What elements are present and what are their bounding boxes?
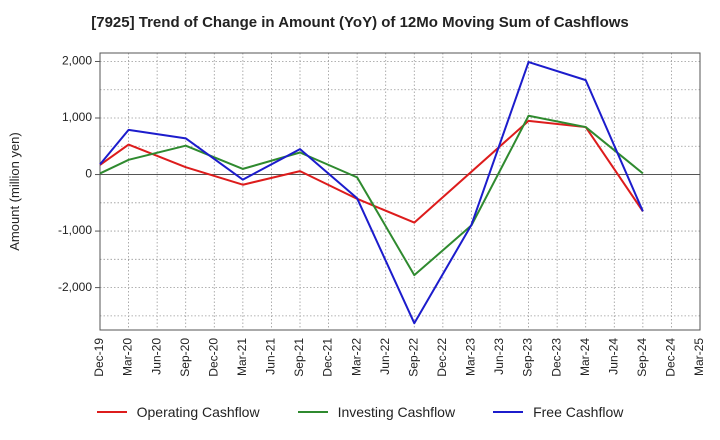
x-tick-label: Sep-24 [635,338,649,377]
x-tick-label: Dec-23 [549,338,563,377]
legend-swatch [297,411,328,413]
label-layer: Dec-19 Mar-20 Jun-20 Sep-20 Dec-20 Mar-21 Jun-… [7,54,706,377]
chart-title: [7925] Trend of Change in Amount (YoY) o… [91,14,629,31]
investing-cashflow-line [99,114,644,277]
series-layer [99,61,644,325]
x-tick-label: Sep-22 [406,338,420,377]
legend-label: Free Cashflow [533,404,624,420]
free-cashflow-line [99,61,644,325]
y-tick-label: 2,000 [62,54,92,68]
x-tick-label: Mar-21 [235,338,249,376]
x-tick-label: Dec-20 [206,338,220,377]
x-tick-label: Dec-19 [92,338,106,377]
legend-label: Investing Cashflow [337,404,456,420]
x-tick-label: Mar-22 [349,338,363,376]
legend-label: Operating Cashflow [136,404,260,420]
x-tick-label: Dec-22 [435,338,449,377]
x-tick-label: Dec-21 [321,338,335,377]
x-tick-label: Mar-23 [464,338,478,376]
grid-layer [100,53,700,330]
x-tick-label: Jun-21 [264,338,278,375]
legend-item-investing-cashflow: Investing Cashflow [297,404,456,420]
y-tick-label: 0 [85,167,92,181]
x-tick-label: Jun-20 [149,338,163,375]
axis-layer [95,52,701,331]
y-axis-label: Amount (million yen) [7,132,22,251]
x-tick-label: Jun-22 [378,338,392,375]
y-tick-label: -1,000 [58,223,92,237]
x-tick-label: Mar-20 [121,338,135,376]
legend-item-operating-cashflow: Operating Cashflow [96,404,260,420]
x-tick-label: Dec-24 [664,338,678,377]
y-tick-label: -2,000 [58,280,92,294]
x-tick-label: Sep-21 [292,338,306,377]
x-tick-label: Sep-20 [178,338,192,377]
legend: Operating Cashflow Investing Cashflow Free… [0,404,720,420]
x-tick-label: Mar-25 [692,338,706,376]
x-tick-label: Mar-24 [578,338,592,376]
x-tick-label: Jun-23 [492,338,506,375]
operating-cashflow-line [99,119,644,224]
legend-item-free-cashflow: Free Cashflow [493,404,623,420]
legend-swatch [96,411,127,413]
x-tick-label: Sep-23 [521,338,535,377]
y-tick-label: 1,000 [62,110,92,124]
x-tick-label: Jun-24 [606,338,620,375]
plot-frame [99,52,701,331]
legend-swatch [493,411,524,413]
